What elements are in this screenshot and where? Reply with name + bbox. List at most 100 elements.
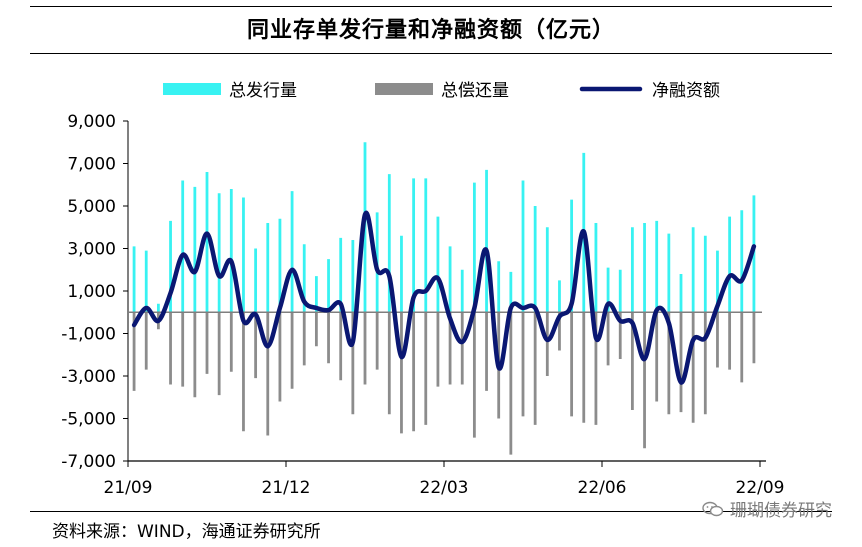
repayment-bar — [728, 312, 732, 370]
repayment-bar — [679, 312, 683, 413]
repayment-bar — [509, 312, 513, 455]
x-tick-label: 22/06 — [578, 478, 627, 498]
repayment-bar — [290, 312, 294, 389]
repayment-bar — [448, 312, 452, 385]
wechat-icon — [702, 501, 724, 516]
issuance-bar — [448, 246, 452, 313]
y-tick-label: 7,000 — [67, 155, 116, 175]
top-rule — [30, 6, 832, 7]
repayment-bar — [582, 312, 586, 423]
repayment-bar — [229, 312, 233, 372]
y-tick-label: -1,000 — [61, 325, 116, 345]
legend-label-net: 净融资额 — [652, 81, 720, 101]
repayment-bar — [375, 312, 379, 370]
issuance-bar — [193, 186, 197, 313]
issuance-bar — [740, 210, 744, 313]
watermark: 珊瑚债券研究 — [702, 496, 832, 521]
issuance-bar — [181, 180, 185, 313]
y-tick-label: 5,000 — [67, 197, 116, 217]
repayment-bar — [217, 312, 221, 396]
repayment-bar — [242, 312, 245, 432]
issuance-bar — [472, 182, 476, 313]
issuance-bar — [302, 244, 306, 313]
issuance-bar — [132, 246, 136, 313]
y-tick-label: -3,000 — [61, 367, 116, 387]
x-tick-label: 22/03 — [420, 478, 469, 498]
repayment-bar — [643, 312, 646, 449]
repayment-bar — [558, 312, 561, 351]
repayment-bar — [205, 312, 209, 374]
issuance-bar — [144, 250, 148, 313]
issuance-bar — [327, 259, 330, 313]
issuance-bar — [254, 248, 258, 313]
repayment-bar — [691, 312, 695, 423]
issuance-bar — [436, 216, 440, 313]
issuance-bars — [132, 142, 756, 313]
issuance-bar — [643, 223, 646, 313]
issuance-bar — [679, 274, 683, 313]
repayment-bar — [351, 312, 355, 415]
issuance-bar — [169, 220, 172, 313]
repayment-bar — [400, 312, 403, 434]
x-tick-label: 21/12 — [262, 478, 311, 498]
issuance-bar — [655, 220, 659, 313]
legend-swatch-issuance — [163, 83, 221, 95]
y-tick-label: 3,000 — [67, 240, 116, 260]
source-note: 资料来源：WIND，海通证券研究所 — [52, 522, 321, 542]
repayment-bars — [132, 312, 756, 455]
issuance-bar — [497, 261, 501, 313]
issuance-bar — [691, 227, 695, 313]
y-tick-label: 1,000 — [67, 282, 116, 302]
issuance-bar — [424, 178, 428, 313]
repayment-bar — [703, 312, 707, 415]
issuance-bar — [387, 174, 391, 313]
issuance-bar — [570, 199, 574, 313]
repayment-bar — [169, 312, 172, 385]
repayment-bar — [716, 312, 719, 368]
title-rule — [30, 53, 832, 54]
legend-label-repayment: 总偿还量 — [441, 81, 509, 101]
issuance-bar — [266, 223, 270, 313]
repayment-bar — [485, 312, 488, 391]
legend-label-issuance: 总发行量 — [229, 81, 297, 101]
repayment-bar — [618, 312, 622, 359]
repayment-bar — [339, 312, 343, 381]
repayment-bar — [545, 312, 549, 376]
repayment-bar — [193, 312, 197, 398]
issuance-bar — [400, 235, 403, 313]
issuance-bar — [558, 280, 561, 313]
issuance-bar — [618, 269, 622, 313]
x-tick-label: 22/09 — [736, 478, 785, 498]
repayment-bar — [254, 312, 258, 379]
repayment-bar — [302, 312, 306, 366]
y-axis: 9,000 7,000 5,000 3,000 1,000 -1,000 -3,000 -5,… — [61, 112, 129, 472]
issuance-bar — [156, 303, 160, 313]
x-tick-label: 21/09 — [104, 478, 153, 498]
issuance-bar — [217, 193, 221, 313]
legend-swatch-repayment — [375, 83, 433, 95]
issuance-bar — [728, 216, 732, 313]
issuance-bar — [703, 235, 707, 313]
repayment-bar — [533, 312, 537, 425]
repayment-bar — [278, 312, 282, 402]
issuance-bar — [242, 197, 245, 313]
issuance-bar — [229, 189, 233, 313]
repayment-bar — [327, 312, 330, 364]
issuance-bar — [351, 240, 355, 313]
y-tick-label: -5,000 — [61, 410, 116, 430]
repayment-bar — [144, 312, 148, 370]
repayment-bar — [667, 312, 671, 415]
y-tick-label: 9,000 — [67, 112, 116, 132]
issuance-bar — [205, 172, 209, 313]
issuance-bar — [509, 271, 513, 313]
repayment-bar — [424, 312, 428, 425]
net-financing-line — [131, 210, 757, 385]
repayment-bar — [181, 312, 185, 387]
issuance-bar — [606, 267, 610, 313]
repayment-bar — [570, 312, 574, 417]
issuance-bar — [716, 250, 719, 313]
repayment-bar — [132, 312, 136, 391]
issuance-bar — [314, 276, 318, 313]
issuance-bar — [412, 178, 416, 313]
